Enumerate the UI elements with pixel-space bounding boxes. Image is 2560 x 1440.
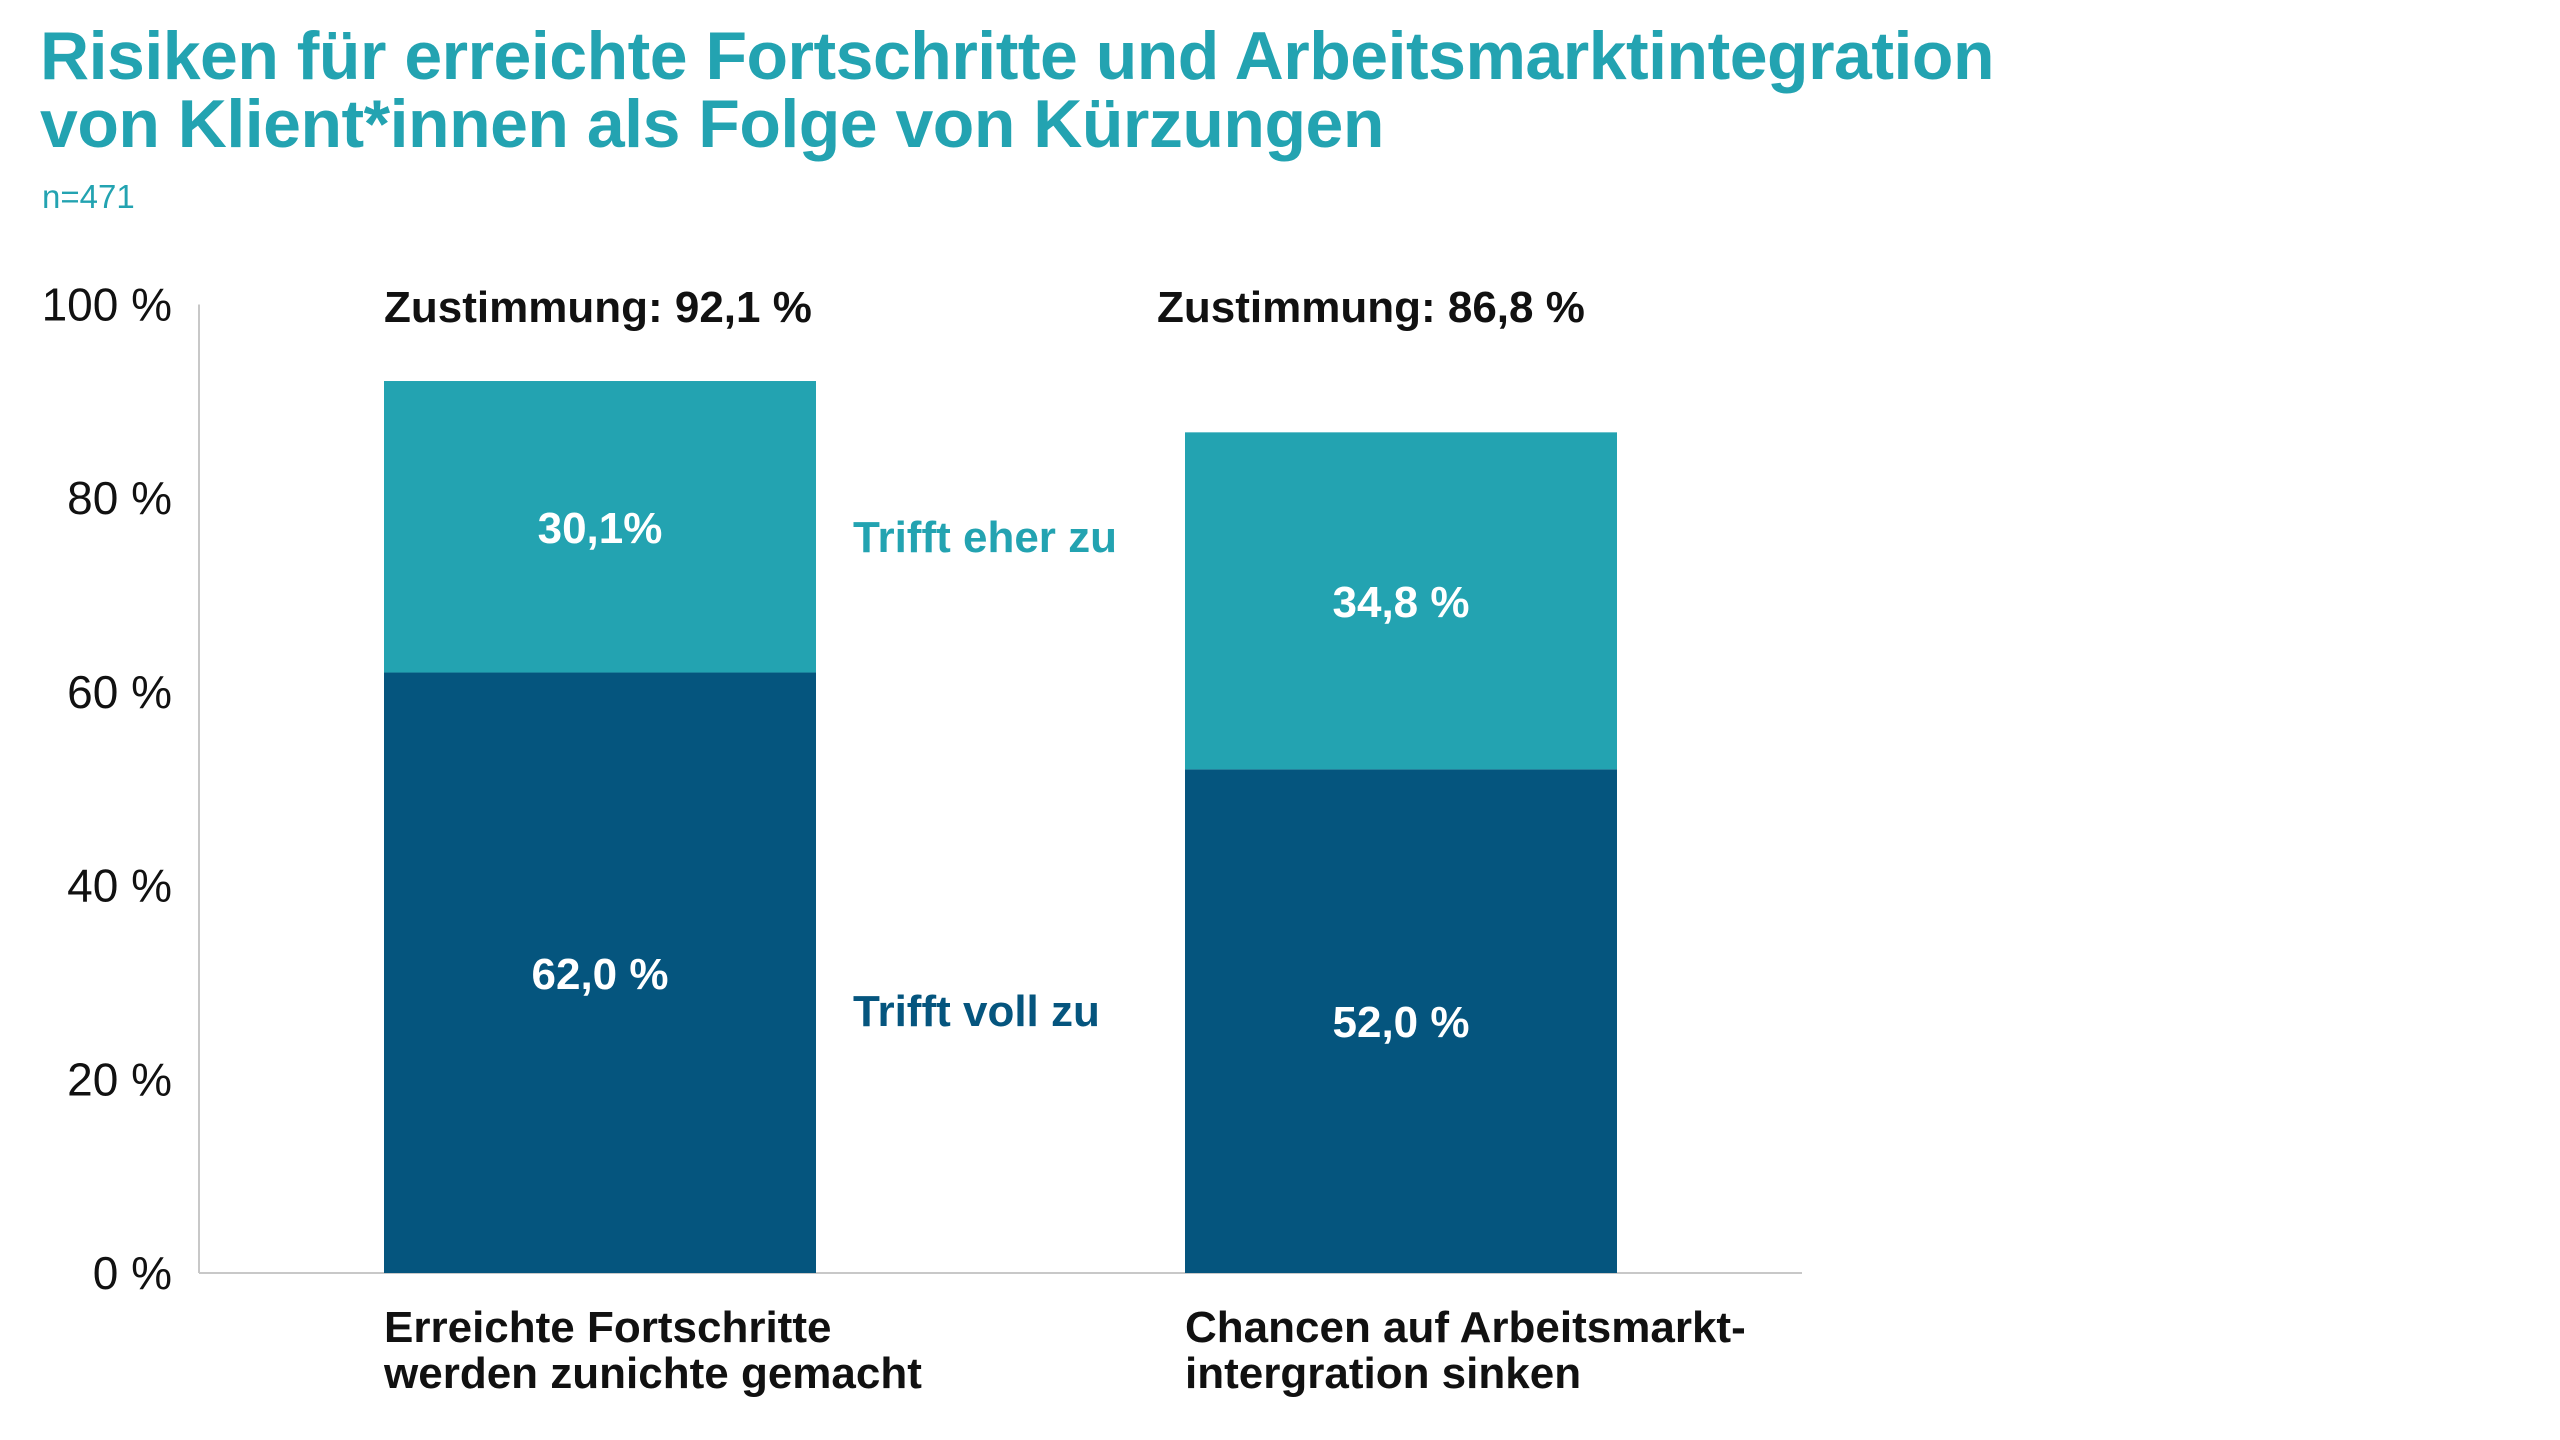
y-tick-label: 60 % (67, 666, 172, 718)
bar-segment-trifft-eher-zu (1185, 432, 1617, 770)
bar-segment-trifft-voll-zu (1185, 769, 1617, 1273)
title-line-2: von Klient*innen als Folge von Kürzungen (40, 86, 1384, 162)
bar-segment-trifft-voll-zu (384, 672, 816, 1273)
y-tick-label: 40 % (67, 860, 172, 912)
segment-value-label: 62,0 % (532, 950, 669, 999)
category-label: Chancen auf Arbeitsmarkt- (1185, 1303, 1746, 1352)
total-agreement-label: Zustimmung: 86,8 % (1157, 283, 1585, 332)
legend-trifft-eher-zu: Trifft eher zu (853, 513, 1117, 562)
segment-value-label: 34,8 % (1333, 578, 1470, 627)
bar-segment-trifft-eher-zu (384, 381, 816, 673)
total-agreement-label: Zustimmung: 92,1 % (384, 283, 812, 332)
y-tick-label: 100 % (42, 279, 172, 331)
y-tick-label: 0 % (93, 1247, 172, 1299)
category-label: intergration sinken (1185, 1349, 1581, 1398)
segment-value-label: 30,1% (538, 504, 663, 553)
category-label: werden zunichte gemacht (383, 1349, 922, 1398)
category-label: Erreichte Fortschritte (384, 1303, 831, 1352)
y-tick-label: 80 % (67, 472, 172, 524)
legend-trifft-voll-zu: Trifft voll zu (853, 987, 1100, 1036)
chart-title: Risiken für erreichte Fortschritte und A… (40, 22, 1994, 158)
title-line-1: Risiken für erreichte Fortschritte und A… (40, 18, 1994, 94)
segment-value-label: 52,0 % (1333, 998, 1470, 1047)
y-tick-label: 20 % (67, 1053, 172, 1105)
sample-size: n=471 (42, 178, 135, 215)
